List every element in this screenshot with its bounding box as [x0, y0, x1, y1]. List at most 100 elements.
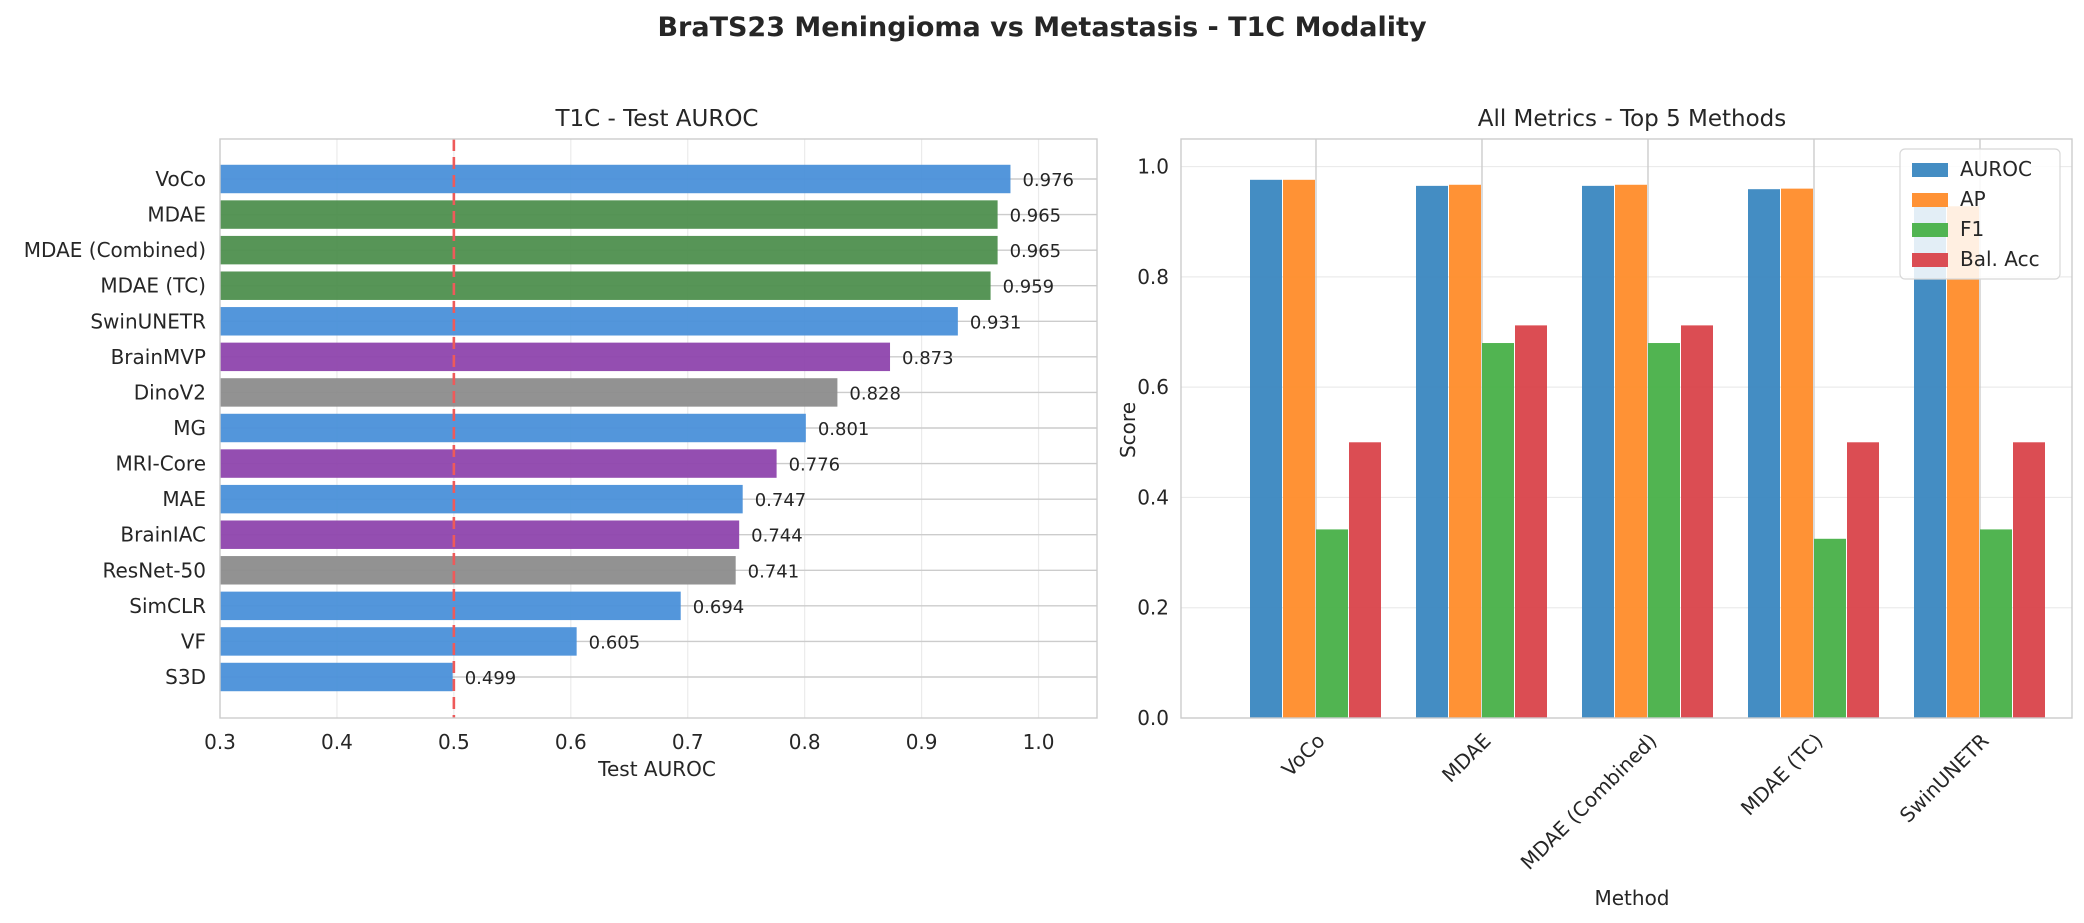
metrics-x-tick-label: MDAE — [1437, 729, 1495, 787]
auroc-bar — [220, 484, 743, 514]
auroc-bar — [220, 378, 838, 407]
auroc-value-label: 0.801 — [818, 419, 870, 440]
auroc-value-label: 0.976 — [1022, 170, 1074, 191]
auroc-bar — [220, 413, 806, 443]
auroc-bar — [220, 591, 681, 621]
auroc-value-label: 0.744 — [751, 526, 803, 547]
metrics-bar-auroc — [1582, 185, 1614, 718]
auroc-value-label: 0.605 — [589, 632, 641, 653]
metrics-y-tick-label: 0.0 — [1137, 706, 1169, 730]
auroc-bar — [220, 271, 991, 300]
metrics-bar-ap — [1449, 184, 1481, 719]
auroc-y-tick-label: DinoV2 — [134, 380, 206, 404]
metrics-bar-ap — [1283, 179, 1315, 718]
auroc-chart-xlabel: Test AUROC — [597, 757, 716, 781]
auroc-x-tick-label: 1.0 — [1023, 730, 1055, 754]
auroc-bar — [220, 449, 777, 478]
auroc-x-tick-label: 0.6 — [555, 730, 587, 754]
metrics-bar-f1 — [1648, 343, 1680, 718]
auroc-bar — [220, 164, 1011, 194]
metrics-bar-bal-acc — [1681, 325, 1713, 718]
auroc-value-label: 0.873 — [902, 348, 954, 369]
auroc-bar — [220, 556, 736, 585]
metrics-legend-box — [1899, 148, 2061, 280]
auroc-y-tick-label: BrainMVP — [111, 345, 206, 369]
auroc-value-label: 0.965 — [1010, 241, 1062, 262]
auroc-y-tick-label: MAE — [162, 487, 206, 511]
auroc-bar — [220, 307, 958, 336]
metrics-x-tick-label: VoCo — [1277, 729, 1330, 782]
auroc-y-tick-label: MDAE (TC) — [100, 274, 206, 298]
auroc-x-tick-label: 0.7 — [672, 730, 704, 754]
metrics-y-tick-label: 0.2 — [1137, 596, 1169, 620]
metrics-axes-frame — [1180, 138, 2073, 719]
metrics-y-tick-label: 0.8 — [1137, 265, 1169, 289]
metrics-bar-f1 — [1482, 343, 1514, 718]
metrics-bar-ap — [1781, 188, 1813, 719]
auroc-x-tick-label: 0.9 — [906, 730, 938, 754]
metrics-bar-bal-acc — [1515, 325, 1547, 718]
metrics-bar-ap — [1947, 206, 1979, 718]
metrics-bar-bal-acc — [1349, 442, 1381, 718]
auroc-chart-title: T1C - Test AUROC — [555, 106, 759, 132]
auroc-bar — [220, 627, 577, 656]
auroc-bar — [220, 235, 998, 265]
auroc-y-tick-label: MDAE (Combined) — [24, 238, 206, 262]
auroc-y-tick-label: MG — [173, 416, 206, 440]
auroc-value-label: 0.828 — [849, 383, 901, 404]
auroc-value-label: 0.959 — [1003, 277, 1055, 298]
metrics-legend-swatch — [1912, 223, 1948, 237]
auroc-x-tick-label: 0.5 — [438, 730, 470, 754]
auroc-y-tick-label: BrainIAC — [120, 523, 206, 547]
auroc-value-label: 0.931 — [970, 312, 1022, 333]
auroc-axes-frame — [219, 138, 1098, 719]
auroc-y-tick-label: ResNet-50 — [103, 558, 207, 582]
metrics-bar-f1 — [1814, 538, 1846, 718]
auroc-bar — [220, 520, 740, 549]
auroc-value-label: 0.741 — [748, 561, 800, 582]
metrics-y-tick-label: 1.0 — [1137, 155, 1169, 179]
auroc-bar — [220, 342, 891, 372]
metrics-legend-swatch — [1912, 193, 1948, 207]
metrics-chart-ylabel: Score — [1116, 402, 1140, 458]
metrics-bar-f1 — [1980, 529, 2012, 718]
auroc-x-tick-label: 0.8 — [789, 730, 821, 754]
auroc-value-label: 0.776 — [789, 455, 841, 476]
auroc-value-label: 0.747 — [755, 490, 807, 511]
metrics-x-tick-label: MDAE (TC) — [1736, 729, 1828, 821]
metrics-chart-title: All Metrics - Top 5 Methods — [1478, 106, 1787, 132]
metrics-bar-f1 — [1316, 529, 1348, 718]
metrics-bar-bal-acc — [2013, 442, 2045, 718]
metrics-bar-auroc — [1250, 179, 1282, 718]
metrics-chart: All Metrics - Top 5 Methods Method Score… — [1116, 106, 2073, 910]
auroc-y-tick-label: MDAE — [147, 203, 206, 227]
auroc-y-tick-label: MRI-Core — [115, 452, 206, 476]
metrics-bar-ap — [1615, 184, 1647, 719]
auroc-bar — [220, 662, 453, 692]
auroc-chart: T1C - Test AUROC Test AUROC 0.3 0.4 0.5 0.6… — [24, 106, 1098, 781]
metrics-legend-swatch — [1912, 163, 1948, 177]
auroc-bar — [220, 200, 998, 229]
metrics-bar-auroc — [1416, 185, 1448, 718]
auroc-value-label: 0.499 — [465, 668, 517, 689]
metrics-legend-swatch — [1912, 253, 1948, 267]
metrics-legend: AUROC AP F1 Bal. Acc — [1899, 148, 2061, 280]
metrics-bar-auroc — [1748, 189, 1780, 718]
auroc-value-label: 0.694 — [693, 597, 745, 618]
auroc-x-tick-label: 0.4 — [321, 730, 353, 754]
metrics-legend-label: AUROC — [1960, 157, 2032, 181]
auroc-y-tick-label: VoCo — [155, 167, 206, 191]
metrics-legend-label: Bal. Acc — [1960, 247, 2040, 271]
metrics-bar-bal-acc — [1847, 442, 1879, 718]
figure-title: BraTS23 Meningioma vs Metastasis - T1C M… — [657, 12, 1426, 43]
auroc-x-tick-label: 0.3 — [204, 730, 236, 754]
metrics-x-tick-label: MDAE (Combined) — [1516, 729, 1662, 875]
metrics-bar-auroc — [1914, 204, 1946, 718]
auroc-y-tick-label: S3D — [165, 665, 206, 689]
metrics-x-tick-label: SwinUNETR — [1895, 728, 1994, 827]
metrics-y-tick-label: 0.4 — [1137, 485, 1169, 509]
metrics-y-tick-label: 0.6 — [1137, 375, 1169, 399]
metrics-legend-label: F1 — [1960, 217, 1984, 241]
metrics-chart-xlabel: Method — [1594, 886, 1669, 910]
